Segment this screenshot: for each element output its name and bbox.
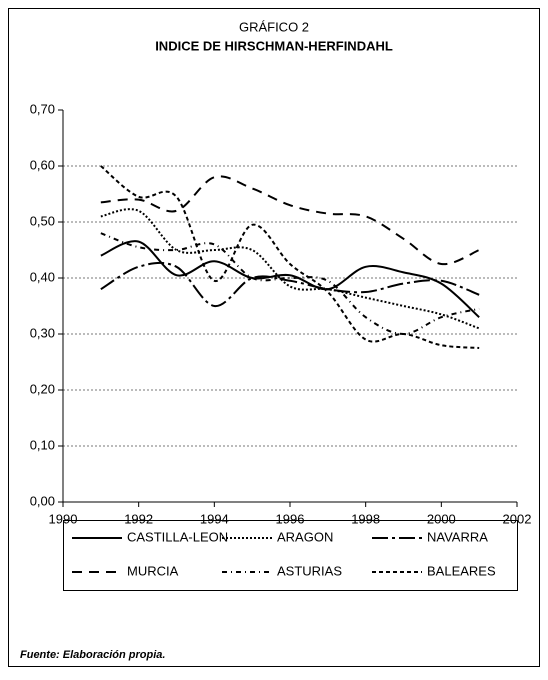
y-tick-label: 0,40: [30, 269, 55, 284]
legend-label: ASTURIAS: [277, 563, 342, 578]
line-series: [100, 232, 480, 336]
line-series: [100, 175, 480, 266]
x-tick-label: 1994: [200, 511, 229, 526]
line-series: [100, 208, 480, 330]
y-tick-label: 0,10: [30, 437, 55, 452]
line-series: [100, 261, 480, 307]
y-tick-label: 0,70: [30, 101, 55, 116]
y-tick-label: 0,20: [30, 381, 55, 396]
x-tick-label: 1996: [276, 511, 305, 526]
frame: [8, 8, 540, 667]
x-tick-label: 2002: [503, 511, 532, 526]
chart-title: INDICE DE HIRSCHMAN-HERFINDAHL: [155, 38, 393, 53]
legend-label: ARAGON: [277, 529, 333, 544]
source: Fuente: Elaboración propia.: [20, 649, 165, 661]
x-tick-label: 1990: [49, 511, 78, 526]
legend-label: NAVARRA: [427, 529, 488, 544]
y-tick-label: 0,30: [30, 325, 55, 340]
x-tick-label: 1992: [124, 511, 153, 526]
legend-box: [63, 520, 518, 591]
x-tick-label: 1998: [351, 511, 380, 526]
y-tick-label: 0,50: [30, 213, 55, 228]
y-tick-label: 0,60: [30, 157, 55, 172]
x-tick-label: 2000: [427, 511, 456, 526]
line-series: [100, 240, 480, 318]
legend-label: CASTILLA-LEON: [127, 529, 228, 544]
legend-label: MURCIA: [127, 563, 179, 578]
line-series: [100, 165, 480, 349]
y-tick-label: 0,00: [30, 493, 55, 508]
chart-subtitle: GRÁFICO 2: [239, 19, 309, 34]
legend-label: BALEARES: [427, 563, 496, 578]
